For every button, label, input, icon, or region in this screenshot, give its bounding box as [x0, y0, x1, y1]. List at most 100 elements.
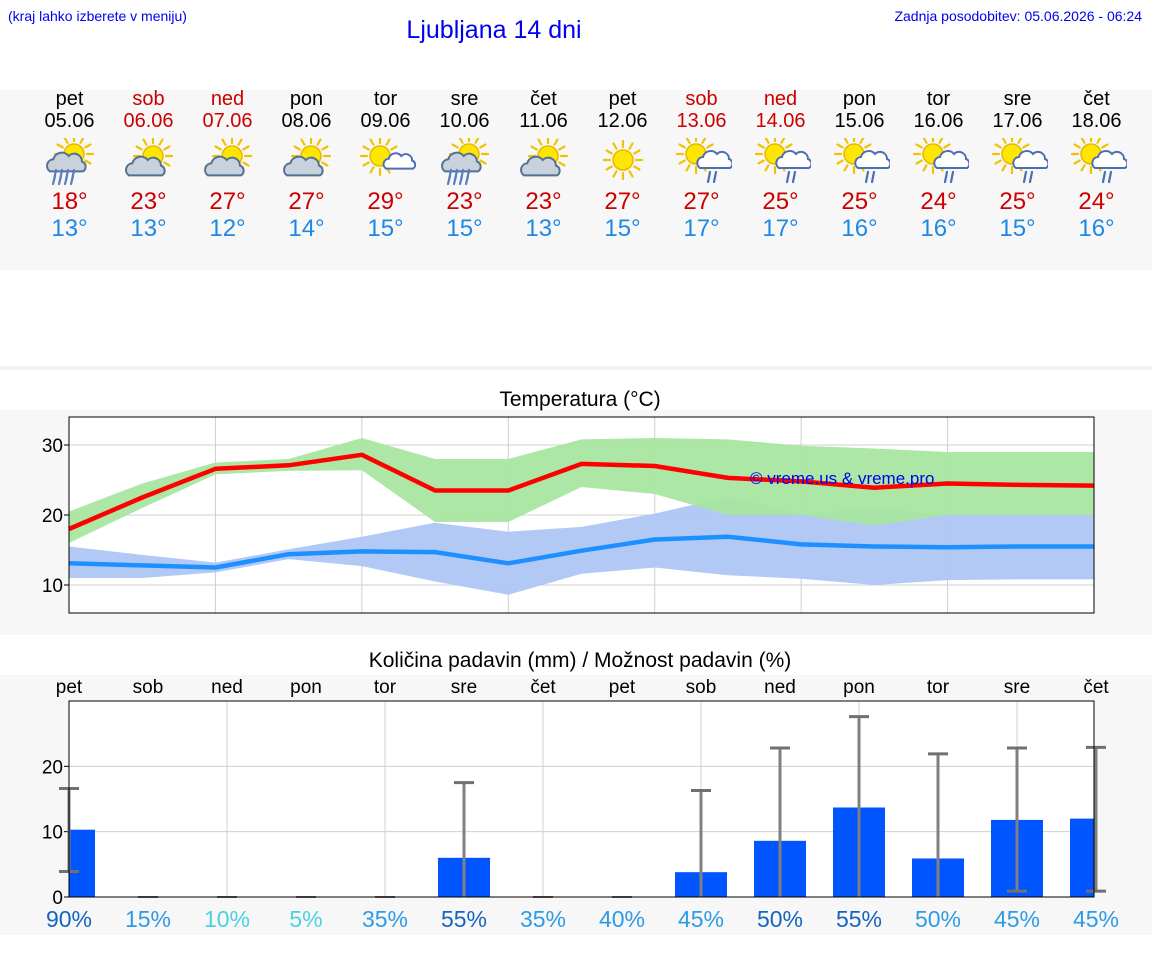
tick-label-x: ned: [764, 677, 796, 698]
tick-label-x: pet: [56, 677, 83, 698]
tick-label-y: 20: [42, 506, 63, 527]
max-temp: 27°: [209, 188, 246, 215]
tick-label-x: pon: [843, 677, 875, 698]
day-name: sre: [450, 88, 479, 110]
min-temp: 12°: [209, 215, 246, 242]
precip-probability: 40%: [599, 906, 645, 932]
tick-label-x: sob: [133, 677, 164, 698]
error-bar: [928, 752, 948, 897]
day-name: pon: [842, 88, 877, 110]
min-temp: 15°: [604, 215, 641, 242]
precipitation-chart-title: Količina padavin (mm) / Možnost padavin …: [368, 649, 792, 672]
error-bar: [770, 746, 790, 897]
day-column: sre 10.06 23° 15°: [425, 88, 504, 242]
day-date: 12.06: [597, 110, 648, 132]
day-date: 17.06: [992, 110, 1043, 132]
plot-frame: [68, 416, 1095, 614]
separator: [0, 366, 1152, 370]
plot-frame: [68, 700, 1095, 898]
sun-cloud-showers-icon: [912, 138, 969, 184]
day-name: čet: [530, 88, 557, 110]
precip-probability: 50%: [915, 906, 961, 932]
precip-probability: 45%: [994, 906, 1040, 932]
day-name: tor: [926, 88, 951, 110]
day-date: 18.06: [1071, 110, 1122, 132]
min-temp: 13°: [525, 215, 562, 242]
min-temp: 14°: [288, 215, 325, 242]
day-column: pon 15.06 25° 16°: [820, 88, 899, 242]
sun-cloud-showers-icon: [754, 138, 811, 184]
max-temp: 25°: [999, 188, 1036, 215]
precip-probability: 10%: [204, 906, 250, 932]
precip-probability: 5%: [289, 906, 322, 932]
day-date: 09.06: [360, 110, 411, 132]
sun-behind-cloud-icon: [282, 138, 331, 177]
tick-label-x: tor: [374, 677, 397, 698]
precip-probability: 35%: [520, 906, 566, 932]
error-bar: [849, 715, 869, 897]
precip-probability: 90%: [46, 906, 92, 932]
max-temp-line: [68, 452, 1095, 532]
day-name: ned: [763, 88, 798, 110]
max-temp-range-band: [69, 438, 1094, 543]
sun-cloud-rain-icon: [45, 138, 94, 186]
day-name: pet: [55, 88, 84, 110]
min-temp: 13°: [51, 215, 88, 242]
sun-behind-cloud-icon: [203, 138, 252, 177]
day-column: tor 16.06 24° 16°: [899, 88, 978, 242]
day-name: tor: [373, 88, 398, 110]
sun-small-cloud-icon: [359, 138, 416, 177]
sun-cloud-showers-icon: [833, 138, 890, 184]
precip-probability: 55%: [441, 906, 487, 932]
tick-label-x: sob: [686, 677, 717, 698]
day-column: čet 18.06 24° 16°: [1057, 88, 1136, 242]
max-temp: 27°: [604, 188, 641, 215]
min-temp: 15°: [999, 215, 1036, 242]
day-column: pet 12.06 27° 15°: [583, 88, 662, 242]
day-date: 07.06: [202, 110, 253, 132]
max-temp: 23°: [525, 188, 562, 215]
day-name: čet: [1083, 88, 1110, 110]
precip-probability: 35%: [362, 906, 408, 932]
location-hint: (kraj lahko izberete v meniju): [8, 8, 187, 24]
day-column: pet 05.06 18° 13°: [30, 88, 109, 242]
tick-label-y: 10: [42, 823, 63, 844]
day-column: tor 09.06 29° 15°: [346, 88, 425, 242]
day-name: sob: [685, 88, 718, 110]
day-date: 14.06: [755, 110, 806, 132]
precip-bar: [1070, 818, 1094, 897]
sun-cloud-showers-icon: [675, 138, 732, 184]
tick-label-x: pon: [290, 677, 322, 698]
day-date: 10.06: [439, 110, 490, 132]
max-temp: 25°: [762, 188, 799, 215]
min-temp: 17°: [683, 215, 720, 242]
tick-label-x: sre: [451, 677, 477, 698]
day-column: sre 17.06 25° 15°: [978, 88, 1057, 242]
tick-label-x: ned: [211, 677, 243, 698]
day-name: pet: [608, 88, 637, 110]
day-date: 16.06: [913, 110, 964, 132]
temperature-chart-title: Temperatura (°C): [499, 388, 661, 411]
tick-label-x: pet: [609, 677, 636, 698]
last-update: Zadnja posodobitev: 05.06.2026 - 06:24: [894, 8, 1142, 24]
max-temp: 24°: [920, 188, 957, 215]
sun-behind-cloud-icon: [519, 138, 568, 177]
min-temp: 16°: [1078, 215, 1115, 242]
max-temp: 18°: [51, 188, 88, 215]
min-temp: 15°: [446, 215, 483, 242]
precip-probability: 15%: [125, 906, 171, 932]
error-bar: [1007, 746, 1027, 893]
day-name: sre: [1003, 88, 1032, 110]
precip-probability: 50%: [757, 906, 803, 932]
sun-icon: [602, 139, 643, 181]
sun-cloud-showers-icon: [991, 138, 1048, 184]
page-title: Ljubljana 14 dni: [406, 16, 582, 44]
error-bar: [454, 781, 474, 897]
min-temp-range-band: [69, 496, 1094, 595]
day-column: sob 06.06 23° 13°: [109, 88, 188, 242]
min-temp: 16°: [841, 215, 878, 242]
tick-label-x: sre: [1004, 677, 1030, 698]
tick-label-y: 20: [42, 757, 63, 778]
max-temp: 23°: [130, 188, 167, 215]
min-temp: 13°: [130, 215, 167, 242]
